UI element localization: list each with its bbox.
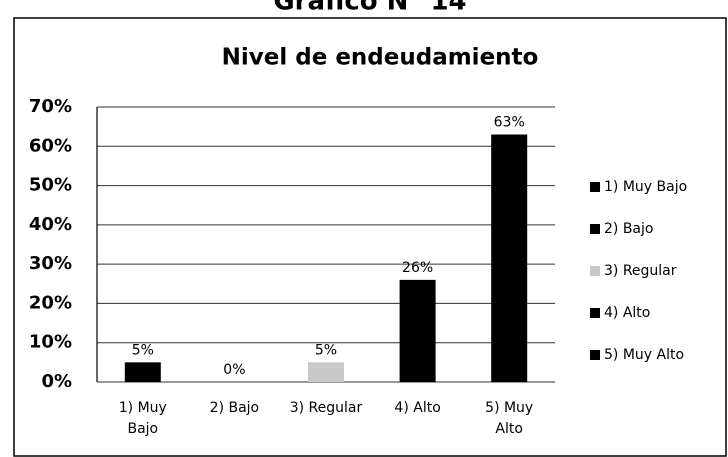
legend-label: 2) Bajo — [604, 221, 653, 237]
bar — [399, 279, 436, 382]
bar — [124, 362, 161, 382]
data-label: 63% — [494, 115, 525, 131]
page-header: Gráfico N° 14 — [273, 0, 466, 17]
y-tick-label: 70% — [29, 96, 72, 117]
x-tick-label: 3) Regular — [289, 400, 363, 416]
bar — [491, 134, 528, 382]
y-tick-label: 50% — [29, 175, 72, 196]
chart-title: Nivel de endeudamiento — [222, 45, 539, 71]
x-tick-label-box: 5) Muy Alto — [485, 400, 534, 437]
legend-label: 5) Muy Alto — [604, 347, 684, 363]
data-label: 5% — [315, 342, 337, 358]
y-tick-label: 40% — [29, 214, 72, 235]
legend-label: 1) Muy Bajo — [604, 179, 687, 195]
y-tick-label: 30% — [29, 253, 72, 274]
legend-swatch — [590, 266, 600, 276]
x-tick-label-box: 4) Alto — [394, 400, 441, 416]
data-label: 0% — [223, 362, 245, 378]
x-tick-label-box: 2) Bajo — [209, 400, 260, 416]
y-tick-label: 0% — [41, 371, 72, 392]
legend-swatch — [590, 308, 600, 318]
data-label: 26% — [402, 260, 433, 276]
legend-label: 4) Alto — [604, 305, 650, 321]
y-tick-label: 10% — [29, 332, 72, 353]
frame — [13, 17, 727, 457]
legend-swatch — [590, 182, 600, 192]
x-tick-label: 2) Bajo — [209, 400, 260, 416]
data-label: 5% — [132, 342, 154, 358]
x-tick-label: 1) Muy Bajo — [118, 400, 167, 437]
bar — [308, 362, 344, 382]
legend-swatch — [590, 224, 600, 234]
y-tick-label: 60% — [29, 135, 72, 156]
x-tick-label: 4) Alto — [394, 400, 441, 416]
legend-label: 3) Regular — [604, 263, 677, 279]
y-tick-label: 20% — [29, 292, 72, 313]
legend-swatch — [590, 350, 600, 360]
x-tick-label: 5) Muy Alto — [485, 400, 534, 437]
x-tick-label-box: 1) Muy Bajo — [118, 400, 167, 437]
x-tick-label-box: 3) Regular — [289, 400, 363, 416]
